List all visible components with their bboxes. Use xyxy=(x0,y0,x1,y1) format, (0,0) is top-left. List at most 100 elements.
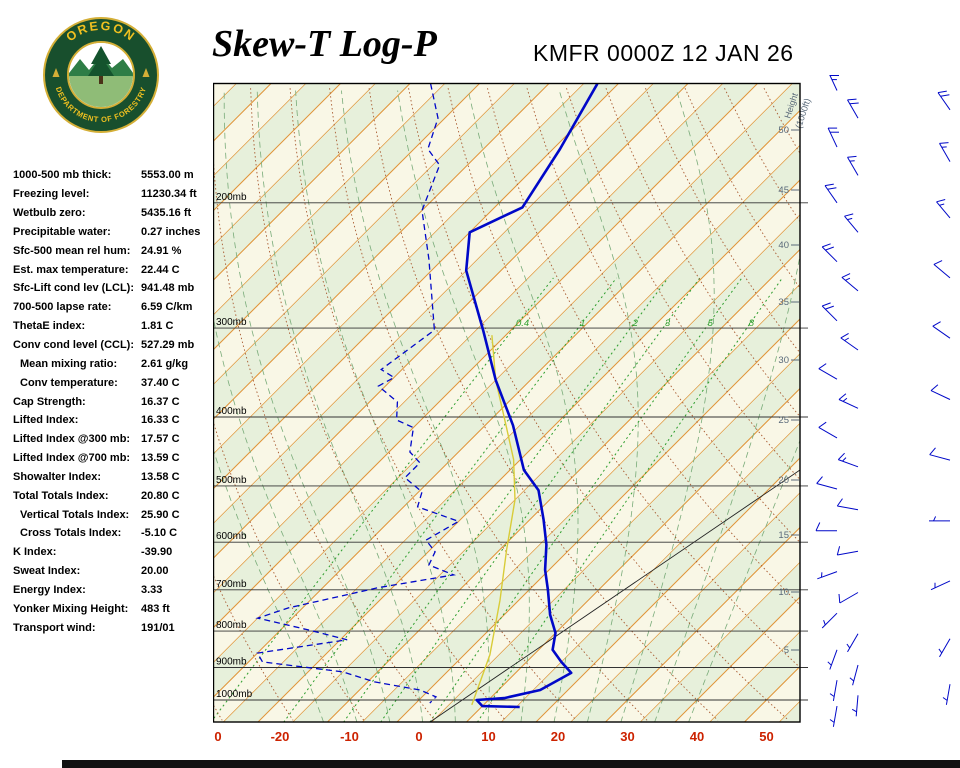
temp-axis-label: 50 xyxy=(759,729,773,744)
index-value: 191/01 xyxy=(141,621,175,634)
index-label: 1000-500 mb thick: xyxy=(13,169,112,182)
index-label: Precipitable water: xyxy=(13,225,111,238)
wind-barb xyxy=(821,302,838,322)
index-label: Sfc-500 mean rel hum: xyxy=(13,244,131,257)
pressure-label: 500mb xyxy=(216,475,247,486)
wind-barb xyxy=(847,98,859,119)
wind-barb xyxy=(939,142,951,162)
wind-barb xyxy=(840,332,859,351)
index-label: Est. max temperature: xyxy=(13,263,129,276)
pressure-label: 900mb xyxy=(216,657,247,668)
isotherm-lines xyxy=(213,83,800,722)
index-label: Total Totals Index: xyxy=(13,489,109,502)
height-label: 45 xyxy=(778,185,789,196)
height-label: 35 xyxy=(778,297,789,308)
index-value: 22.44 C xyxy=(141,263,180,276)
pressure-label: 600mb xyxy=(216,531,247,542)
wind-barb xyxy=(846,633,859,653)
wind-barb xyxy=(836,546,859,556)
index-value: 5553.00 m xyxy=(141,169,194,182)
wind-barb xyxy=(827,649,838,670)
index-value: 16.33 C xyxy=(141,414,180,427)
wind-barb-column xyxy=(815,75,859,727)
index-value: 941.48 mb xyxy=(141,282,195,295)
index-value: 25.90 C xyxy=(141,508,180,521)
height-label: 15 xyxy=(778,530,789,541)
index-row: 700-500 lapse rate: 6.59 C/km xyxy=(13,298,218,317)
mixing-ratio-label: 3 xyxy=(665,318,671,329)
wind-barb xyxy=(849,664,859,686)
index-row: Precipitable water: 0.27 inches xyxy=(13,223,218,242)
wind-barb xyxy=(824,183,838,204)
dry-adiabats xyxy=(213,87,800,721)
index-value: -39.90 xyxy=(141,546,173,559)
index-row: Sweat Index: 20.00 xyxy=(13,562,218,581)
index-row: Sfc-500 mean rel hum: 24.91 % xyxy=(13,241,218,260)
wind-barb xyxy=(938,638,951,658)
station-id: KMFR 0000Z 12 JAN 26 xyxy=(533,40,794,66)
wind-barb xyxy=(837,452,859,468)
temp-axis-label: 40 xyxy=(690,729,704,744)
index-row: Total Totals Index: 20.80 C xyxy=(13,486,218,505)
index-row: Showalter Index: 13.58 C xyxy=(13,468,218,487)
page-title: Skew-T Log-P xyxy=(212,23,437,65)
index-value: 13.58 C xyxy=(141,470,180,483)
index-value: 11230.34 ft xyxy=(141,188,197,201)
index-value: 527.29 mb xyxy=(141,339,195,352)
pressure-label: 1000mb xyxy=(216,689,253,700)
index-row: Freezing level: 11230.34 ft xyxy=(13,185,218,204)
wind-barb xyxy=(829,75,839,91)
index-row: ThetaE index: 1.81 C xyxy=(13,317,218,336)
wind-barb xyxy=(930,384,951,400)
index-row: 1000-500 mb thick: 5553.00 m xyxy=(13,166,218,185)
skewt-chart: 200mb 300mb 400mb 500mb 600mb 700mb 800mb 900mb… xyxy=(213,75,951,744)
mixing-ratio-label: 8 xyxy=(749,318,755,329)
pressure-label: 700mb xyxy=(216,579,247,590)
wind-barb xyxy=(841,273,859,292)
index-row: Energy Index: 3.33 xyxy=(13,581,218,600)
temp-axis-label: 0 xyxy=(415,729,422,744)
wind-barb xyxy=(929,516,950,522)
wind-barb xyxy=(836,498,859,511)
parcel-curve xyxy=(471,335,516,706)
index-label: Sweat Index: xyxy=(13,565,81,578)
wind-barb xyxy=(821,612,838,629)
pressure-label: 400mb xyxy=(216,406,247,417)
moist-adiabats xyxy=(213,90,800,722)
index-value: 0.27 inches xyxy=(141,225,201,238)
wind-barb xyxy=(829,680,838,701)
temp-axis-labels: 0 -20 -10 0 10 20 30 40 50 xyxy=(214,729,773,744)
logo-left-tree-icon xyxy=(52,68,60,77)
index-row: Conv temperature: 37.40 C xyxy=(13,373,218,392)
pressure-label: 800mb xyxy=(216,620,247,631)
index-row: Lifted Index @700 mb: 13.59 C xyxy=(13,449,218,468)
index-label: Lifted Index @300 mb: xyxy=(13,433,131,446)
temp-axis-label: 0 xyxy=(214,729,221,744)
index-value: 2.61 g/kg xyxy=(141,357,189,370)
index-value: 16.37 C xyxy=(141,395,180,408)
pressure-label: 300mb xyxy=(216,317,247,328)
wind-barb xyxy=(821,243,838,263)
index-row: K Index: -39.90 xyxy=(13,543,218,562)
wind-barb xyxy=(818,421,838,439)
wind-barb xyxy=(851,695,859,717)
index-value: -5.10 C xyxy=(141,527,178,540)
height-label: 50 xyxy=(778,125,789,136)
mixing-ratio-label: 2 xyxy=(632,318,639,329)
index-label: Conv temperature: xyxy=(20,376,118,389)
wind-barb xyxy=(816,476,838,490)
index-label: Energy Index: xyxy=(13,583,86,596)
wind-barb xyxy=(933,260,951,279)
index-value: 6.59 C/km xyxy=(141,301,193,314)
index-value: 37.40 C xyxy=(141,376,180,389)
wind-barb xyxy=(844,213,859,233)
index-value: 483 ft xyxy=(141,602,170,615)
height-label: 30 xyxy=(778,355,789,366)
odf-logo: OREGON DEPARTMENT OF FORESTRY xyxy=(43,17,159,133)
index-label: Sfc-Lift cond lev (LCL): xyxy=(13,282,134,295)
wind-barb xyxy=(929,447,951,461)
wind-barb xyxy=(942,684,951,705)
index-value: 5435.16 ft xyxy=(141,207,192,220)
height-label: 5 xyxy=(784,645,789,656)
pressure-axis: 200mb 300mb 400mb 500mb 600mb 700mb 800mb 900mb… xyxy=(213,192,808,701)
